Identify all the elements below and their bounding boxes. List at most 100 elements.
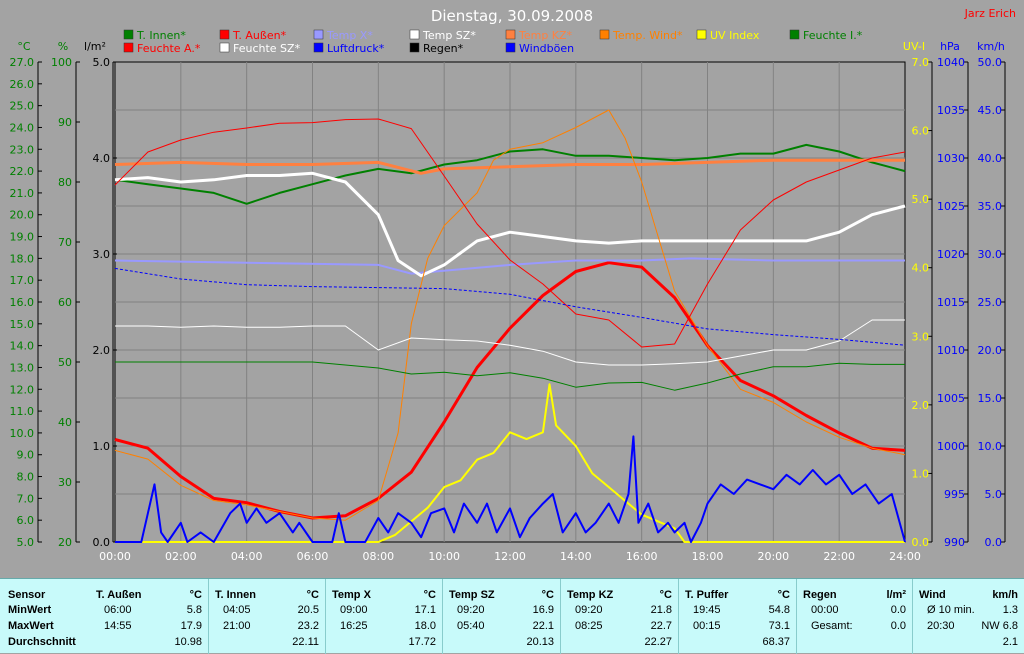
- tick-label-time: 22:00: [823, 550, 855, 563]
- stat-max-time: Gesamt:: [811, 620, 853, 632]
- tick-label-uv: 5.0: [912, 193, 930, 206]
- tick-label-time: 08:00: [362, 550, 394, 563]
- legend: T. Innen* T. Außen* Temp X* Temp SZ* Temp KZ…: [123, 29, 863, 55]
- tick-label-temp: 19.0: [10, 231, 35, 244]
- stat-name: Temp X: [332, 589, 371, 601]
- tick-label-time: 00:00: [99, 550, 131, 563]
- stat-unit: km/h: [992, 589, 1018, 601]
- stat-min-time: 00:00: [811, 604, 839, 616]
- axis-unit-wind: km/h: [977, 40, 1005, 53]
- stat-average: 22.11: [292, 636, 319, 648]
- stat-min-value: 21.8: [650, 604, 672, 616]
- tick-label-rain: 4.0: [93, 152, 111, 165]
- stats-group: T. Puffer °C 19:45 54.8 00:15 73.1 68.37: [678, 579, 796, 654]
- series-line: [114, 171, 906, 278]
- legend-swatch: [505, 29, 516, 40]
- stat-max-time: 14:55: [104, 620, 132, 632]
- tick-label-hum: 90: [58, 116, 72, 129]
- stat-max-time: 16:25: [340, 620, 368, 632]
- stat-name: Temp SZ: [449, 589, 495, 601]
- stat-min-time: 04:05: [223, 604, 251, 616]
- stats-group: T. Außen °C 06:00 5.8 14:55 17.9 10.98: [90, 579, 208, 654]
- legend-entry: T. Innen*: [136, 29, 186, 42]
- tick-label-temp: 11.0: [10, 405, 35, 418]
- tick-label-uv: 2.0: [912, 399, 930, 412]
- tick-label-time: 20:00: [757, 550, 789, 563]
- legend-entry: Regen*: [423, 42, 464, 55]
- stat-average: 20.13: [526, 636, 554, 648]
- stat-max-time: 21:00: [223, 620, 251, 632]
- tick-label-rain: 5.0: [93, 56, 111, 69]
- legend-swatch: [789, 29, 800, 40]
- legend-swatch: [505, 42, 516, 53]
- row-label-max: MaxWert: [8, 620, 54, 632]
- tick-label-wind: 45.0: [978, 104, 1003, 117]
- tick-label-uv: 7.0: [912, 56, 930, 69]
- row-label-avg: Durchschnitt: [8, 636, 76, 648]
- legend-entry: Feuchte I.*: [803, 29, 863, 42]
- tick-label-press: 1015: [937, 296, 965, 309]
- tick-label-temp: 7.0: [17, 492, 35, 505]
- legend-entry: Feuchte SZ*: [233, 42, 301, 55]
- stat-max-time: 05:40: [457, 620, 485, 632]
- tick-label-temp: 26.0: [10, 78, 35, 91]
- axis-unit-press: hPa: [940, 40, 960, 53]
- stat-average: 68.37: [762, 636, 790, 648]
- tick-label-temp: 27.0: [10, 56, 35, 69]
- series-layer: [114, 109, 906, 543]
- legend-entry: UV Index: [710, 29, 760, 42]
- axis-unit-hum: %: [58, 40, 68, 53]
- series-line: [115, 435, 906, 543]
- tick-label-time: 24:00: [889, 550, 921, 563]
- stat-max-value: 18.0: [414, 620, 436, 632]
- stat-name: T. Innen: [215, 589, 256, 601]
- tick-label-hum: 20: [58, 536, 72, 549]
- legend-entry: Temp. Wind*: [612, 29, 683, 42]
- tick-label-wind: 25.0: [978, 296, 1003, 309]
- axis-unit-temp: °C: [17, 40, 31, 53]
- tick-label-hum: 100: [51, 56, 72, 69]
- stats-group: Temp KZ °C 09:20 21.8 08:25 22.7 22.27: [560, 579, 678, 654]
- weather-chart: Dienstag, 30.09.2008 Jarz Erich T. Innen…: [10, 7, 1017, 563]
- legend-swatch: [409, 29, 420, 40]
- stat-max-time: 08:25: [575, 620, 603, 632]
- stat-unit: °C: [777, 589, 790, 601]
- tick-label-time: 02:00: [165, 550, 197, 563]
- tick-label-hum: 30: [58, 476, 72, 489]
- stat-name: T. Puffer: [685, 589, 729, 601]
- tick-label-hum: 60: [58, 296, 72, 309]
- stat-max-value: 73.1: [768, 620, 790, 632]
- stats-group: Regen l/m² 00:00 0.0 Gesamt: 0.0: [796, 579, 912, 654]
- tick-label-uv: 6.0: [912, 125, 930, 138]
- tick-label-time: 04:00: [231, 550, 263, 563]
- series-line: [114, 143, 906, 205]
- stat-max-value: NW 6.8: [981, 620, 1018, 632]
- tick-label-temp: 12.0: [10, 383, 35, 396]
- stat-unit: °C: [659, 589, 672, 601]
- tick-label-uv: 0.0: [912, 536, 930, 549]
- stat-max-time: 20:30: [927, 620, 955, 632]
- series-line: [114, 109, 906, 521]
- stats-label-column: Sensor MinWert MaxWert Durchschnitt: [0, 579, 90, 654]
- legend-swatch: [599, 29, 610, 40]
- grid: [115, 62, 905, 542]
- tick-label-time: 16:00: [626, 550, 658, 563]
- axes: °C 27.0 26.0 25.0 24.0 23.0 22.0 21.0 20.0 19.0 18…: [10, 40, 1006, 563]
- stat-unit: l/m²: [886, 589, 906, 601]
- tick-label-rain: 3.0: [93, 248, 111, 261]
- legend-entry: Temp SZ*: [422, 29, 476, 42]
- tick-label-rain: 0.0: [93, 536, 111, 549]
- legend-entry: Luftdruck*: [327, 42, 385, 55]
- tick-label-wind: 15.0: [978, 392, 1003, 405]
- stat-name: Temp KZ: [567, 589, 614, 601]
- series-line: [115, 361, 905, 391]
- stat-min-time: 09:20: [575, 604, 603, 616]
- row-label-sensor: Sensor: [8, 589, 46, 601]
- stat-name: Regen: [803, 589, 837, 601]
- stat-max-value: 22.1: [532, 620, 554, 632]
- legend-swatch: [123, 42, 134, 53]
- stats-panel: Sensor MinWert MaxWert Durchschnitt T. A…: [0, 578, 1024, 654]
- stat-average: 22.27: [644, 636, 672, 648]
- legend-entry: Feuchte A.*: [137, 42, 201, 55]
- stat-min-time: Ø 10 min.: [927, 604, 975, 616]
